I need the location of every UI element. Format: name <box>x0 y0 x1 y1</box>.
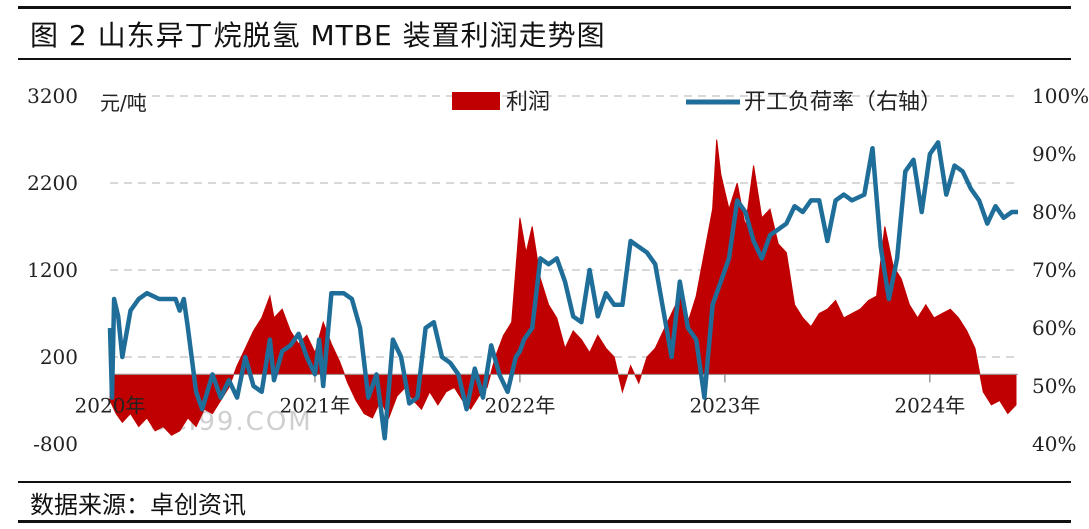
right-tick-label: 60% <box>1032 316 1076 340</box>
left-tick-label: -800 <box>33 432 78 456</box>
left-axis-unit: 元/吨 <box>100 91 147 115</box>
right-tick-label: 50% <box>1032 374 1076 398</box>
title-bar: 图 2 山东异丁烷脱氢 MTBE 装置利润走势图 <box>0 0 1089 62</box>
left-tick-label: 1200 <box>27 258 78 282</box>
x-tick-label: 2021年 <box>280 393 351 417</box>
x-tick-label: 2022年 <box>484 393 555 417</box>
right-tick-label: 90% <box>1032 142 1076 166</box>
profit-area <box>109 139 1017 436</box>
load-rate-line <box>107 140 1018 441</box>
x-tick-label: 2023年 <box>689 393 760 417</box>
data-source: 数据来源：卓创资讯 <box>30 491 246 519</box>
right-tick-label: 100% <box>1032 84 1089 108</box>
chart-title: 图 2 山东异丁烷脱氢 MTBE 装置利润走势图 <box>30 19 606 52</box>
top-rule <box>18 6 1071 9</box>
left-tick-label: 200 <box>40 345 78 369</box>
footer-rule <box>18 481 1071 483</box>
x-tick-label: 2024年 <box>894 393 965 417</box>
legend-label-profit: 利润 <box>506 90 550 115</box>
bottom-rule <box>18 520 1071 523</box>
left-tick-label: 2200 <box>27 171 78 195</box>
right-tick-label: 70% <box>1032 258 1076 282</box>
right-tick-label: 40% <box>1032 432 1076 456</box>
title-rule <box>18 58 1071 60</box>
chart-canvas: SCI99.COM320022001200200-800100%90%80%70… <box>27 84 1089 456</box>
footer: 数据来源：卓创资讯 <box>0 475 1089 529</box>
legend-swatch-profit <box>452 92 500 110</box>
right-tick-label: 80% <box>1032 200 1076 224</box>
legend-label-load: 开工负荷率（右轴） <box>744 90 942 115</box>
left-tick-label: 3200 <box>27 84 78 108</box>
